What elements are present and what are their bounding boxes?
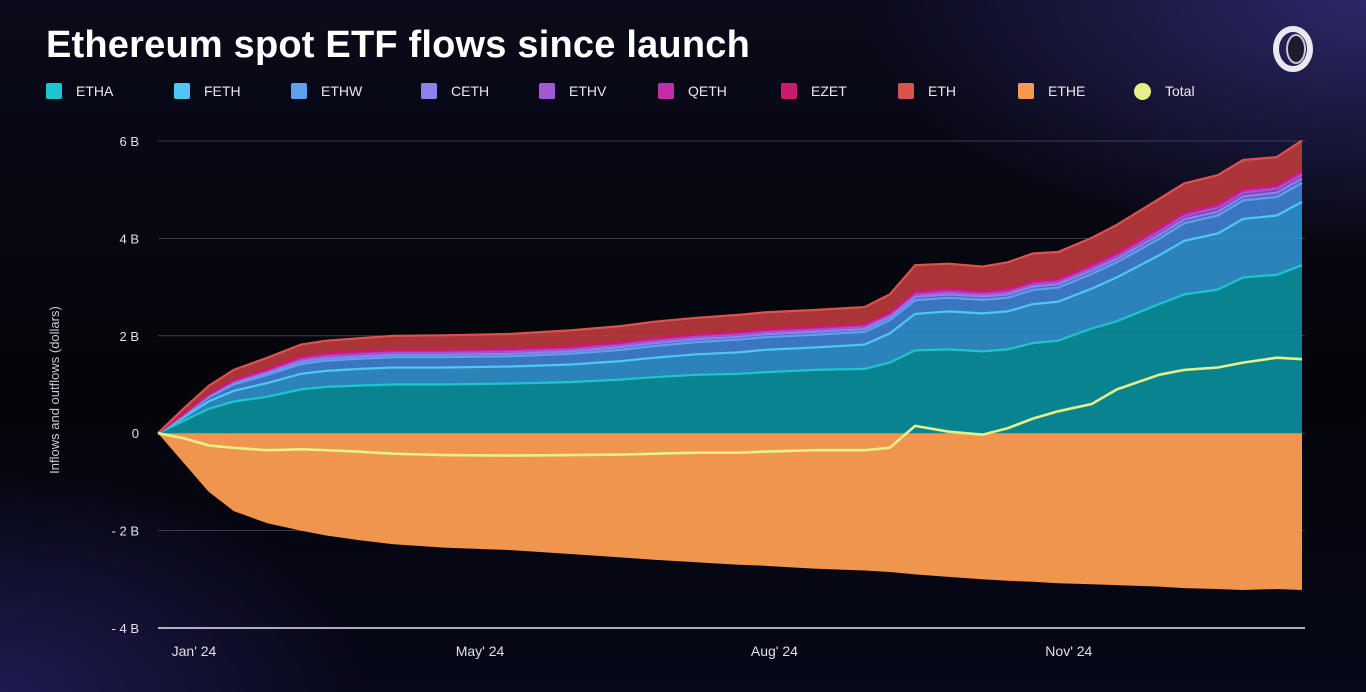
legend-item-feth[interactable]: FETH [174, 80, 241, 102]
area-series [158, 140, 1302, 590]
area-ethe[interactable] [158, 433, 1302, 590]
legend-label-ethw: ETHW [321, 83, 363, 99]
y-axis-label: Inflows and outflows (dollars) [47, 306, 62, 474]
brand-logo [1273, 26, 1313, 72]
legend-swatch-ethw [291, 83, 307, 99]
edge-ethv [157, 173, 1303, 435]
edge-etha [157, 264, 1303, 435]
brand-logo-outer-ring [1273, 26, 1313, 72]
legend-label-ceth: CETH [451, 83, 490, 99]
y-tick-label: 4 B [119, 231, 139, 246]
legend-item-ceth[interactable]: CETH [421, 80, 489, 102]
legend-label-eth: ETH [928, 83, 956, 99]
edge-feth [157, 200, 1303, 435]
line-total[interactable] [157, 356, 1303, 457]
y-tick-label: 2 B [119, 329, 139, 344]
legend-swatch-ethv [539, 83, 555, 99]
legend-item-ethv[interactable]: ETHV [539, 80, 606, 102]
legend-item-ethe[interactable]: ETHE [1018, 80, 1085, 102]
x-tick-label: Nov' 24 [1045, 643, 1092, 659]
legend-swatch-total [1134, 82, 1151, 100]
edge-ethw [157, 181, 1303, 435]
legend-swatch-etha [46, 83, 62, 99]
legend-swatch-qeth [658, 83, 674, 99]
series-edges [157, 139, 1303, 457]
legend-swatch-ceth [421, 83, 437, 99]
y-tick-label: 6 B [119, 134, 139, 149]
y-tick-label: - 2 B [112, 524, 139, 539]
area-etha[interactable] [158, 265, 1302, 434]
y-axis-ticks: 6 B 4 B 2 B 0 - 2 B - 4 B [112, 134, 139, 636]
brand-logo-inner-ring [1286, 34, 1306, 64]
legend-label-ethv: ETHV [569, 83, 607, 99]
legend-item-qeth[interactable]: QETH [658, 80, 727, 102]
edge-ezet [157, 169, 1303, 435]
edge-ceth [157, 177, 1303, 435]
y-tick-label: 0 [132, 426, 139, 441]
legend-label-etha: ETHA [76, 83, 114, 99]
legend-label-ezet: EZET [811, 83, 847, 99]
x-tick-label: May' 24 [456, 643, 505, 659]
x-tick-label: Aug' 24 [751, 643, 798, 659]
legend-item-eth[interactable]: ETH [898, 80, 956, 102]
x-axis-ticks: Jan' 24 May' 24 Aug' 24 Nov' 24 [172, 643, 1093, 659]
legend-item-total[interactable]: Total [1134, 80, 1195, 102]
legend-swatch-ezet [781, 83, 797, 99]
area-feth[interactable] [158, 201, 1302, 434]
x-tick-label: Jan' 24 [172, 643, 217, 659]
legend-label-feth: FETH [204, 83, 241, 99]
legend-swatch-feth [174, 83, 190, 99]
legend-label-total: Total [1165, 83, 1195, 99]
y-tick-label: - 4 B [112, 621, 139, 636]
legend-swatch-eth [898, 83, 914, 99]
legend-item-ethw[interactable]: ETHW [291, 80, 362, 102]
legend-label-ethe: ETHE [1048, 83, 1086, 99]
legend-label-qeth: QETH [688, 83, 727, 99]
legend-swatch-ethe [1018, 83, 1034, 99]
legend-item-ezet[interactable]: EZET [781, 80, 847, 102]
legend-item-etha[interactable]: ETHA [46, 80, 113, 102]
chart-legend: ETHA FETH ETHW CETH ETHV QETH EZET ETH ETHE Total [46, 80, 1246, 104]
edge-eth [157, 139, 1303, 434]
chart-title: Ethereum spot ETF flows since launch [46, 24, 750, 66]
